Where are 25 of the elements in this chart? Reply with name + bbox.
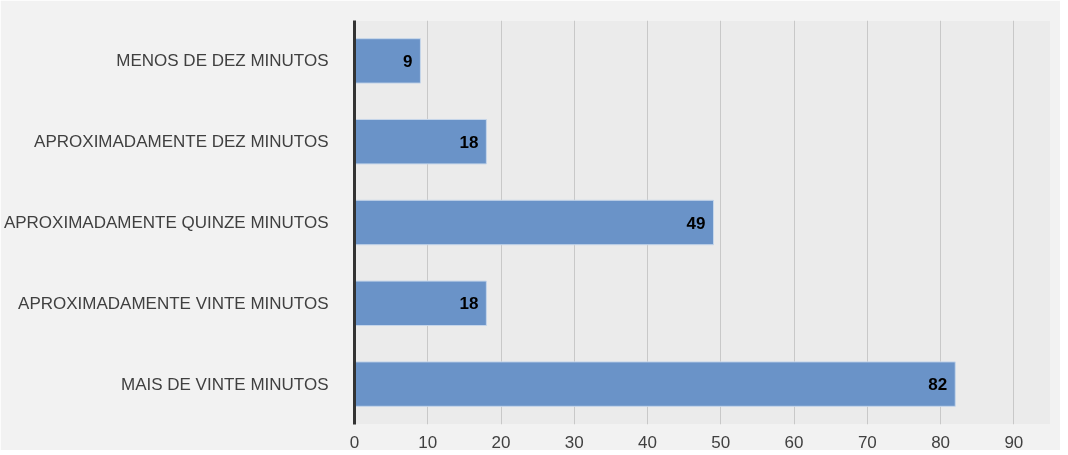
- x-tick-label: 0: [349, 432, 360, 452]
- data-label: 9: [402, 51, 413, 71]
- x-tick-label: 40: [638, 432, 658, 452]
- bar: [354, 199, 714, 246]
- data-label: 18: [459, 294, 479, 314]
- data-label: 18: [459, 132, 479, 152]
- y-tick-label: MAIS DE VINTE MINUTOS: [121, 374, 329, 394]
- x-tick-label: 20: [491, 432, 511, 452]
- bar: [354, 118, 487, 165]
- bar: [354, 361, 956, 407]
- x-tick-label: 80: [931, 432, 951, 452]
- data-label: 49: [686, 213, 706, 233]
- y-tick-label: MENOS DE DEZ MINUTOS: [116, 51, 329, 71]
- x-tick-label: 50: [711, 432, 731, 452]
- x-tick-label: 10: [418, 432, 438, 452]
- bar: [354, 38, 421, 84]
- y-tick-label: APROXIMADAMENTE QUINZE MINUTOS: [3, 213, 329, 232]
- x-tick-label: 70: [857, 432, 877, 452]
- x-tick-label: 30: [564, 432, 584, 452]
- y-tick-label: APROXIMADAMENTE VINTE MINUTOS: [18, 293, 329, 313]
- bar: [354, 280, 487, 327]
- data-label: 82: [928, 375, 948, 395]
- x-tick-label: 60: [784, 432, 804, 452]
- y-tick-label: APROXIMADAMENTE DEZ MINUTOS: [34, 132, 329, 152]
- x-tick-label: 90: [1004, 432, 1024, 452]
